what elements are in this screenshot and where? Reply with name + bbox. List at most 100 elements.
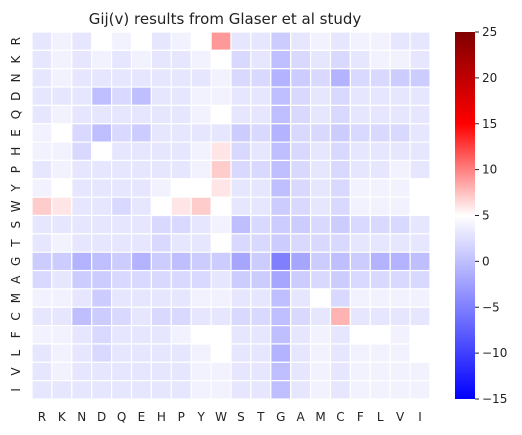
- heatmap-cell: [329, 380, 351, 400]
- heatmap-cell: [409, 233, 431, 253]
- heatmap-cell: [409, 86, 431, 107]
- heatmap-cell: [389, 104, 411, 125]
- column-label: V: [396, 410, 405, 424]
- heatmap-cell: [210, 86, 232, 107]
- heatmap-cell: [310, 306, 332, 327]
- heatmap-cell: [91, 361, 113, 382]
- heatmap-cell: [369, 159, 391, 180]
- heatmap-cell: [51, 251, 73, 272]
- heatmap-cell: [71, 49, 93, 70]
- heatmap-cell: [170, 306, 192, 327]
- heatmap-cell: [270, 141, 292, 162]
- heatmap-cell: [409, 141, 431, 162]
- heatmap-cell: [250, 380, 272, 400]
- heatmap-cell: [270, 269, 292, 290]
- heatmap-cell: [230, 233, 252, 253]
- heatmap-cell: [310, 269, 332, 290]
- heatmap-cell: [290, 49, 312, 70]
- heatmap-cell: [349, 343, 371, 363]
- heatmap-cell: [51, 141, 73, 162]
- heatmap-cell: [270, 380, 292, 400]
- heatmap-cell: [190, 269, 212, 290]
- heatmap-cell: [51, 288, 73, 308]
- heatmap-cell: [91, 49, 113, 70]
- row-label: Q: [9, 110, 23, 119]
- heatmap-cell: [71, 343, 93, 363]
- heatmap-cell: [389, 325, 411, 345]
- heatmap-cell: [170, 159, 192, 180]
- heatmap-cell: [250, 306, 272, 327]
- heatmap-cell: [150, 86, 172, 107]
- heatmap-cell: [389, 380, 411, 400]
- heatmap-cell: [71, 269, 93, 290]
- colorbar-tick-label: 0: [482, 254, 490, 268]
- heatmap-cell: [270, 361, 292, 382]
- heatmap-cell: [250, 214, 272, 235]
- heatmap-cell: [130, 68, 152, 88]
- heatmap-cell: [71, 141, 93, 162]
- heatmap-cell: [389, 86, 411, 107]
- heatmap-cell: [349, 49, 371, 70]
- heatmap-cell: [130, 123, 152, 143]
- heatmap-cell: [110, 49, 133, 70]
- heatmap-cell: [170, 49, 192, 70]
- heatmap-cell: [329, 196, 351, 217]
- heatmap-cell: [389, 178, 411, 198]
- heatmap-cell: [369, 86, 391, 107]
- heatmap-cell: [190, 104, 212, 125]
- heatmap-cell: [270, 123, 292, 143]
- heatmap-cell: [270, 325, 292, 345]
- heatmap-cell: [31, 49, 53, 70]
- heatmap-cell: [310, 86, 332, 107]
- colorbar-tick-label: 5: [482, 209, 490, 223]
- heatmap-cell: [71, 325, 93, 345]
- heatmap-cell: [31, 325, 53, 345]
- column-label: L: [377, 410, 384, 424]
- colorbar-tick-label: 20: [482, 71, 497, 85]
- heatmap-cell: [31, 196, 53, 217]
- heatmap-cell: [71, 380, 93, 400]
- heatmap-cell: [270, 306, 292, 327]
- heatmap-cell: [349, 31, 371, 51]
- heatmap-cell: [210, 104, 232, 125]
- heatmap-cell: [349, 380, 371, 400]
- heatmap-cell: [310, 214, 332, 235]
- heatmap-cell: [250, 141, 272, 162]
- heatmap-cell: [389, 196, 411, 217]
- heatmap-cell: [91, 288, 113, 308]
- heatmap-cell: [369, 251, 391, 272]
- heatmap-cell: [409, 288, 431, 308]
- heatmap-cell: [329, 86, 351, 107]
- heatmap-cell: [349, 86, 371, 107]
- heatmap-cell: [310, 380, 332, 400]
- heatmap-cell: [230, 49, 252, 70]
- heatmap-cell: [31, 306, 53, 327]
- heatmap-cell: [329, 343, 351, 363]
- colorbar-tick-label: −15: [482, 392, 507, 406]
- heatmap-cell: [270, 196, 292, 217]
- heatmap-cell: [230, 196, 252, 217]
- heatmap-cell: [349, 159, 371, 180]
- heatmap-cell: [130, 178, 152, 198]
- heatmap-cell: [150, 269, 172, 290]
- heatmap-cell: [349, 68, 371, 88]
- heatmap-cell: [71, 214, 93, 235]
- heatmap-cell: [110, 123, 133, 143]
- heatmap-cell: [110, 233, 133, 253]
- heatmap-cell: [290, 141, 312, 162]
- heatmap-cell: [110, 251, 133, 272]
- heatmap-cell: [389, 141, 411, 162]
- heatmap-cell: [389, 343, 411, 363]
- column-label: A: [297, 410, 306, 424]
- heatmap-cell: [349, 251, 371, 272]
- heatmap-cell: [170, 123, 192, 143]
- heatmap-cell: [110, 361, 133, 382]
- heatmap-cell: [110, 288, 133, 308]
- row-label: V: [9, 367, 23, 376]
- heatmap-cell: [71, 68, 93, 88]
- heatmap-cell: [389, 361, 411, 382]
- colorbar: [455, 32, 475, 399]
- heatmap-cell: [31, 288, 53, 308]
- row-label: S: [9, 221, 23, 229]
